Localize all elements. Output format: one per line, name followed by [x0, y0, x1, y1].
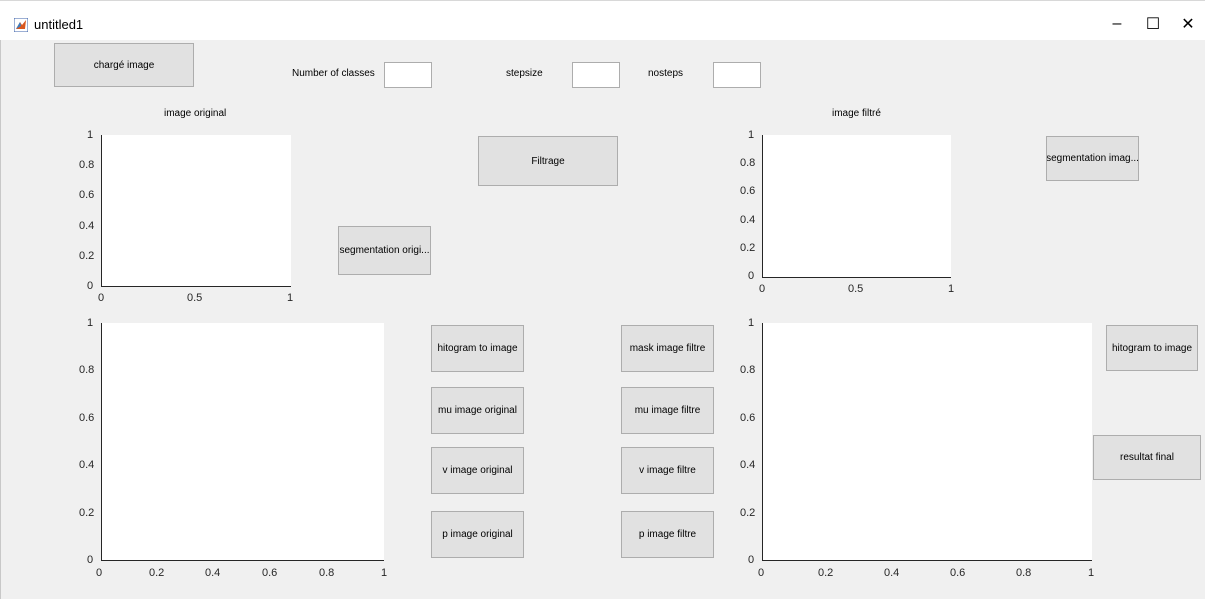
axes-bottom-left [101, 323, 384, 561]
xtick-label: 0 [759, 283, 766, 295]
xtick-label: 1 [287, 292, 294, 304]
axis-line [101, 286, 291, 287]
histogram-to-image-button[interactable]: hitogram to image [431, 325, 524, 372]
ytick-label: 1 [748, 317, 755, 329]
axis-line [762, 560, 1092, 561]
ytick-label: 0.6 [79, 189, 95, 201]
maximize-button[interactable]: ☐ [1145, 16, 1161, 33]
axes-image-filtre [762, 135, 951, 278]
matlab-icon [14, 18, 28, 32]
ytick-label: 0.2 [79, 507, 95, 519]
ytick-label: 0 [748, 270, 755, 282]
segmentation-original-button[interactable]: segmentation origi... [338, 226, 431, 275]
filtrage-button[interactable]: Filtrage [478, 136, 618, 186]
axis-line [101, 135, 102, 287]
ytick-label: 0.4 [740, 459, 756, 471]
xtick-label: 0 [758, 567, 765, 579]
xtick-label: 0 [98, 292, 105, 304]
p-image-filtre-button[interactable]: p image filtre [621, 511, 714, 558]
axis-line [762, 323, 763, 561]
nosteps-label: nosteps [648, 68, 684, 79]
xtick-label: 0.5 [187, 292, 203, 304]
image-original-label: image original [164, 108, 227, 119]
axis-line [762, 135, 763, 278]
mu-image-original-button[interactable]: mu image original [431, 387, 524, 434]
ytick-label: 1 [87, 129, 94, 141]
image-filtre-label: image filtré [832, 108, 881, 119]
histogram-to-image-right-button[interactable]: hitogram to image [1106, 325, 1198, 371]
xtick-label: 0.6 [262, 567, 278, 579]
ytick-label: 0.8 [79, 364, 95, 376]
ytick-label: 0.2 [740, 242, 756, 254]
charge-image-button[interactable]: chargé image [54, 43, 194, 87]
xtick-label: 0.8 [1016, 567, 1032, 579]
ytick-label: 0 [748, 554, 755, 566]
xtick-label: 1 [1088, 567, 1095, 579]
ytick-label: 1 [748, 129, 755, 141]
xtick-label: 0.6 [950, 567, 966, 579]
classes-input[interactable] [384, 62, 432, 88]
axes-image-original [101, 135, 291, 287]
ytick-label: 0 [87, 280, 94, 292]
xtick-label: 0.4 [205, 567, 221, 579]
stepsize-label: stepsize [506, 68, 543, 79]
xtick-label: 1 [381, 567, 388, 579]
close-button[interactable]: ✕ [1181, 16, 1195, 33]
classes-label: Number of classes [292, 68, 375, 79]
ytick-label: 1 [87, 317, 94, 329]
ytick-label: 0.8 [79, 159, 95, 171]
ytick-label: 0.8 [740, 157, 756, 169]
ytick-label: 0.6 [740, 185, 756, 197]
stepsize-input[interactable] [572, 62, 620, 88]
xtick-label: 1 [948, 283, 955, 295]
ytick-label: 0.4 [79, 459, 95, 471]
ytick-label: 0.4 [740, 214, 756, 226]
ytick-label: 0 [87, 554, 94, 566]
window-title: untitled1 [34, 17, 84, 32]
resultat-final-button[interactable]: resultat final [1093, 435, 1201, 480]
axis-line [101, 560, 384, 561]
xtick-label: 0 [96, 567, 103, 579]
ytick-label: 0.2 [740, 507, 756, 519]
axis-line [762, 277, 951, 278]
xtick-label: 0.4 [884, 567, 900, 579]
v-image-original-button[interactable]: v image original [431, 447, 524, 494]
ytick-label: 0.6 [740, 412, 756, 424]
xtick-label: 0.8 [319, 567, 335, 579]
ytick-label: 0.8 [740, 364, 756, 376]
segmentation-image-button[interactable]: segmentation imag... [1046, 136, 1139, 181]
ytick-label: 0.4 [79, 220, 95, 232]
window-titlebar: untitled1 – ☐ ✕ [0, 0, 1205, 41]
xtick-label: 0.5 [848, 283, 864, 295]
ytick-label: 0.2 [79, 250, 95, 262]
v-image-filtre-button[interactable]: v image filtre [621, 447, 714, 494]
axis-line [101, 323, 102, 561]
axes-bottom-right [762, 323, 1092, 561]
ytick-label: 0.6 [79, 412, 95, 424]
xtick-label: 0.2 [149, 567, 165, 579]
nosteps-input[interactable] [713, 62, 761, 88]
mask-image-filtre-button[interactable]: mask image filtre [621, 325, 714, 372]
minimize-button[interactable]: – [1112, 15, 1122, 32]
mu-image-filtre-button[interactable]: mu image filtre [621, 387, 714, 434]
p-image-original-button[interactable]: p image original [431, 511, 524, 558]
xtick-label: 0.2 [818, 567, 834, 579]
